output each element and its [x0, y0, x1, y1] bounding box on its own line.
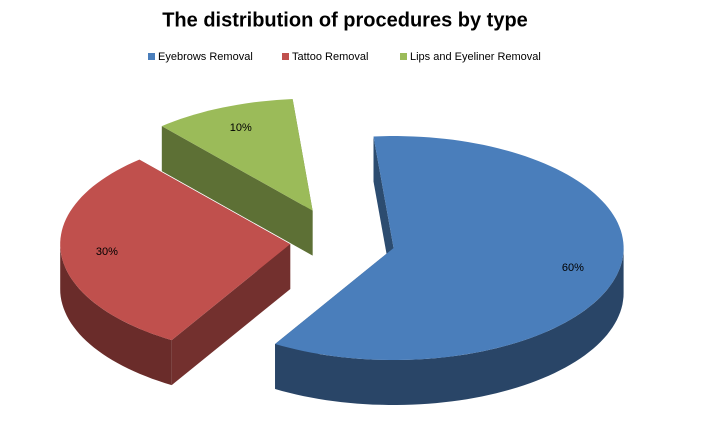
slice: [161, 99, 313, 211]
slice-side: [275, 248, 624, 405]
slice-side: [161, 126, 313, 256]
legend-swatch: [148, 53, 155, 60]
legend-label: Lips and Eyeliner Removal: [410, 51, 541, 63]
legend-swatch: [282, 53, 289, 60]
slice: [275, 136, 624, 360]
slice-side: [60, 244, 172, 386]
chart-title: The distribution of procedures by type: [162, 9, 528, 31]
data-label: 10%: [230, 122, 252, 134]
slice: [60, 159, 291, 341]
data-label: 60%: [562, 262, 584, 274]
slice-side: [171, 244, 291, 386]
legend-label: Tattoo Removal: [292, 51, 368, 63]
legend-swatch: [400, 53, 407, 60]
data-label: 30%: [96, 246, 118, 258]
legend-label: Eyebrows Removal: [158, 51, 253, 63]
